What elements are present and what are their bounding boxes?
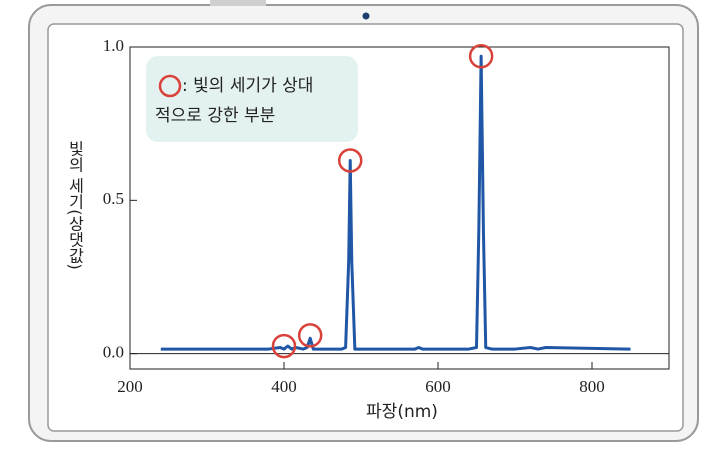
legend-text: : 빛의 세기가 상대 xyxy=(182,76,313,96)
camera xyxy=(363,13,370,20)
y-tick-label: 1.0 xyxy=(103,36,124,55)
y-axis-label: 빛의 세기(상댓값) xyxy=(66,140,85,270)
legend-box xyxy=(146,56,358,142)
x-tick-label: 200 xyxy=(117,377,143,396)
x-tick-label: 600 xyxy=(425,377,451,396)
x-tick-label: 400 xyxy=(271,377,297,396)
screen xyxy=(48,24,683,431)
tablet-button xyxy=(210,0,266,6)
chart: : 빛의 세기가 상대 적으로 강한 부분 파장(nm) 빛의 세기(상댓값) … xyxy=(0,0,716,453)
y-tick-label: 0.0 xyxy=(103,343,124,362)
y-tick-label: 0.5 xyxy=(103,189,124,208)
x-axis-label: 파장(nm) xyxy=(366,402,438,422)
x-tick-label: 800 xyxy=(579,377,605,396)
legend-text: 적으로 강한 부분 xyxy=(155,106,275,126)
